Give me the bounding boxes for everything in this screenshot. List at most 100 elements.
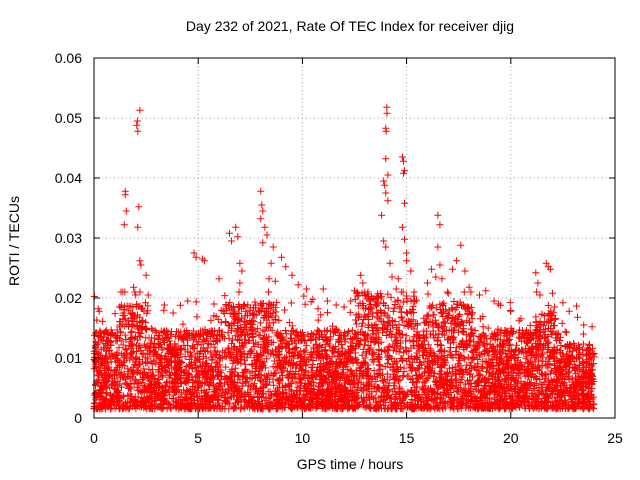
roti-noise-point: [384, 304, 392, 312]
roti-noise-point: [176, 301, 184, 309]
roti-noise-point: [276, 356, 284, 364]
roti-noise-point: [534, 323, 542, 331]
roti-noise-point: [539, 345, 547, 353]
roti-noise-point: [496, 328, 504, 336]
roti-noise-point: [172, 370, 180, 378]
roti-noise-point: [92, 396, 100, 404]
roti-noise-point: [322, 351, 330, 359]
roti-noise-point: [208, 373, 216, 381]
roti-noise-point: [416, 396, 424, 404]
roti-noise-point: [284, 347, 292, 355]
roti-noise-point: [346, 308, 354, 316]
roti-noise-point: [572, 405, 580, 413]
roti-noise-point: [313, 349, 321, 357]
roti-noise-point: [276, 379, 284, 387]
roti-noise-point: [542, 334, 550, 342]
roti-noise-point: [441, 402, 449, 410]
roti-noise-point: [391, 367, 399, 375]
roti-noise-point: [310, 386, 318, 394]
roti-noise-point: [502, 390, 510, 398]
roti-noise-point: [432, 395, 440, 403]
roti-noise-point: [186, 371, 194, 379]
roti-noise-point: [229, 377, 237, 385]
roti-noise-point: [472, 345, 480, 353]
roti-noise-point: [275, 316, 283, 324]
roti-noise-point: [120, 403, 128, 411]
roti-noise-point: [380, 299, 388, 307]
roti-noise-point: [341, 387, 349, 395]
roti-noise-point: [409, 389, 417, 397]
roti-noise-point: [232, 353, 240, 361]
roti-noise-point: [431, 390, 439, 398]
roti-noise-point: [101, 382, 109, 390]
roti-noise-point: [181, 378, 189, 386]
roti-noise-point: [181, 405, 189, 413]
roti-noise-point: [391, 298, 399, 306]
roti-noise-point: [111, 385, 119, 393]
roti-noise-point: [585, 403, 593, 411]
roti-noise-point: [376, 290, 384, 298]
roti-noise-point: [374, 336, 382, 344]
roti-noise-point: [281, 354, 289, 362]
roti-noise-point: [381, 320, 389, 328]
roti-noise-point: [451, 326, 459, 334]
roti-noise-point: [337, 340, 345, 348]
roti-noise-point: [507, 324, 515, 332]
roti-noise-point: [268, 314, 276, 322]
roti-noise-point: [434, 356, 442, 364]
roti-noise-point: [537, 340, 545, 348]
roti-noise-point: [558, 357, 566, 365]
roti-noise-point: [189, 344, 197, 352]
roti-noise-point: [436, 377, 444, 385]
roti-noise-point: [358, 322, 366, 330]
roti-noise-point: [334, 327, 342, 335]
roti-noise-point: [415, 347, 423, 355]
roti-noise-point: [238, 339, 246, 347]
roti-noise-point: [406, 336, 414, 344]
roti-noise-point: [580, 392, 588, 400]
roti-noise-point: [536, 376, 544, 384]
roti-noise-point: [497, 356, 505, 364]
roti-noise-point: [556, 348, 564, 356]
roti-noise-point: [431, 378, 439, 386]
roti-noise-point: [106, 391, 114, 399]
roti-noise-point: [147, 385, 155, 393]
roti-noise-point: [545, 338, 553, 346]
roti-noise-point: [381, 362, 389, 370]
roti-noise-point: [155, 343, 163, 351]
roti-noise-point: [570, 341, 578, 349]
roti-noise-point: [272, 352, 280, 360]
roti-noise-point: [579, 330, 587, 338]
roti-noise-point: [426, 347, 434, 355]
roti-noise-point: [324, 337, 332, 345]
roti-noise-point: [182, 331, 190, 339]
roti-noise-point: [338, 344, 346, 352]
roti-noise-point: [332, 301, 340, 309]
roti-noise-point: [362, 361, 370, 369]
roti-noise-point: [382, 331, 390, 339]
roti-noise-point: [327, 385, 335, 393]
roti-noise-point: [114, 363, 122, 371]
roti-noise-point: [399, 298, 407, 306]
roti-noise-point: [128, 327, 136, 335]
roti-noise-point: [133, 322, 141, 329]
roti-noise-point: [408, 395, 416, 403]
roti-noise-point: [207, 341, 215, 349]
roti-noise-point: [261, 342, 269, 350]
roti-noise-point: [467, 398, 475, 406]
roti-noise-point: [93, 341, 101, 349]
roti-noise-point: [455, 388, 463, 396]
roti-noise-point: [170, 374, 178, 382]
roti-noise-point: [467, 380, 475, 388]
roti-noise-point: [464, 342, 472, 350]
roti-noise-point: [318, 389, 326, 397]
roti-noise-point: [112, 337, 120, 345]
roti-noise-point: [467, 370, 475, 378]
roti-noise-point: [473, 394, 481, 402]
roti-noise-point: [208, 356, 216, 364]
roti-noise-point: [234, 398, 242, 406]
data-points: [90, 103, 598, 413]
roti-noise-point: [416, 359, 424, 367]
roti-noise-point: [443, 327, 451, 335]
roti-noise-point: [151, 376, 159, 384]
